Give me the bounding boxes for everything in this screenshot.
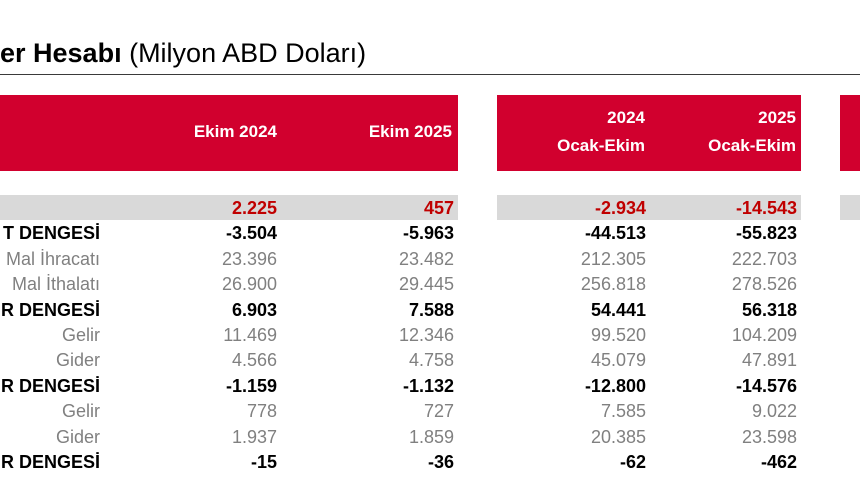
value-ekim-2024: 778: [246, 401, 277, 422]
row-label: Gider: [55, 426, 100, 447]
header-ekim-2024: Ekim 2024: [193, 122, 277, 141]
value-ekim-2025: 4.758: [408, 350, 454, 371]
value-ytd-2025: 47.891: [741, 350, 797, 371]
value-ekim-2025: -5.963: [402, 223, 454, 244]
row-label: R DENGESİ: [0, 452, 100, 472]
row-label: R DENGESİ: [0, 375, 100, 396]
value-ekim-2024: 11.469: [223, 325, 277, 345]
row-label: Gider: [55, 350, 100, 371]
value-ytd-2024: -62: [619, 452, 646, 472]
value-ytd-2025: 104.209: [731, 325, 797, 345]
value-ekim-2024: 23.396: [221, 248, 277, 269]
row-label: R DENGESİ: [0, 299, 100, 320]
table-row: T DENGESİ -3.504 -5.963 -44.513 -55.823: [0, 221, 860, 246]
value-ekim-2025: 457: [423, 198, 454, 218]
value-ytd-2025: 222.703: [731, 248, 797, 269]
row-label: Gelir: [61, 325, 100, 345]
header-ekim-2025: Ekim 2025: [368, 122, 452, 141]
highlight-band-monthly: [0, 195, 458, 220]
value-ekim-2024: -1.159: [225, 375, 277, 396]
value-ytd-2025: -462: [760, 452, 797, 472]
table-row: R DENGESİ -1.159 -1.132 -12.800 -14.576: [0, 374, 860, 399]
value-ekim-2024: 4.566: [231, 350, 277, 371]
table-title-unit: (Milyon ABD Doları): [121, 38, 367, 68]
table-row: Mal İhracatı 23.396 23.482 212.305 222.703: [0, 247, 860, 272]
table-row: Gider 4.566 4.758 45.079 47.891: [0, 348, 860, 373]
value-ekim-2025: 1.859: [408, 426, 454, 447]
table-title-main: er Hesabı: [0, 38, 122, 68]
header-ytd-2025-year: 2025: [758, 108, 796, 127]
value-ytd-2024: 99.520: [590, 325, 646, 345]
header-next-section: [840, 95, 860, 171]
table-row: Gelir 11.469 12.346 99.520 104.209: [0, 323, 860, 348]
value-ytd-2025: 56.318: [741, 299, 797, 320]
value-ytd-2024: 256.818: [580, 274, 646, 295]
value-ytd-2025: 23.598: [741, 426, 797, 447]
value-ekim-2025: 727: [423, 401, 454, 422]
value-ytd-2025: -14.576: [735, 375, 797, 396]
table-title: er Hesabı (Milyon ABD Doları): [0, 36, 366, 70]
table-row: 2.225 457 -2.934 -14.543: [0, 196, 860, 221]
value-ytd-2025: 278.526: [731, 274, 797, 295]
value-ytd-2024: 54.441: [590, 299, 646, 320]
title-divider: [0, 74, 860, 75]
value-ekim-2024: 26.900: [221, 274, 277, 295]
row-label: T DENGESİ: [2, 223, 100, 244]
value-ekim-2025: 7.588: [408, 299, 454, 320]
highlight-band-next: [840, 195, 860, 220]
value-ytd-2024: -12.800: [584, 375, 646, 396]
header-monthly: Ekim 2024 Ekim 2025: [0, 95, 458, 171]
value-ytd-2024: 20.385: [590, 426, 646, 447]
value-ekim-2025: 12.346: [398, 325, 454, 345]
row-label: Mal İhracatı: [5, 248, 100, 269]
value-ekim-2025: -36: [427, 452, 454, 472]
value-ytd-2024: 45.079: [590, 350, 646, 371]
value-ekim-2025: -1.132: [402, 375, 454, 396]
value-ekim-2025: 29.445: [398, 274, 454, 295]
value-ekim-2024: 6.903: [231, 299, 277, 320]
table-row: Mal İthalatı 26.900 29.445 256.818 278.526: [0, 272, 860, 297]
header-ytd-2024-year: 2024: [607, 108, 645, 127]
highlight-band-ytd: [497, 195, 801, 220]
value-ekim-2025: 23.482: [398, 248, 454, 269]
row-label: Mal İthalatı: [11, 274, 100, 295]
value-ytd-2025: -14.543: [735, 198, 797, 218]
table-row: Gelir 778 727 7.585 9.022: [0, 399, 860, 424]
value-ytd-2025: -55.823: [735, 223, 797, 244]
value-ekim-2024: 2.225: [231, 198, 277, 218]
table-row: R DENGESİ -15 -36 -62 -462: [0, 450, 860, 475]
row-label: Gelir: [61, 401, 100, 422]
header-ytd-2025-period: Ocak-Ekim: [708, 136, 796, 155]
table-row: R DENGESİ 6.903 7.588 54.441 56.318: [0, 298, 860, 323]
value-ytd-2025: 9.022: [751, 401, 797, 422]
value-ytd-2024: -2.934: [594, 198, 646, 218]
value-ekim-2024: 1.937: [231, 426, 277, 447]
header-ytd: 2024 Ocak-Ekim 2025 Ocak-Ekim: [497, 95, 801, 171]
header-ytd-2024-period: Ocak-Ekim: [557, 136, 645, 155]
value-ekim-2024: -3.504: [225, 223, 277, 244]
table-row: Gider 1.937 1.859 20.385 23.598: [0, 425, 860, 450]
value-ytd-2024: 7.585: [600, 401, 646, 422]
value-ekim-2024: -15: [250, 452, 277, 472]
value-ytd-2024: 212.305: [580, 248, 646, 269]
value-ytd-2024: -44.513: [584, 223, 646, 244]
